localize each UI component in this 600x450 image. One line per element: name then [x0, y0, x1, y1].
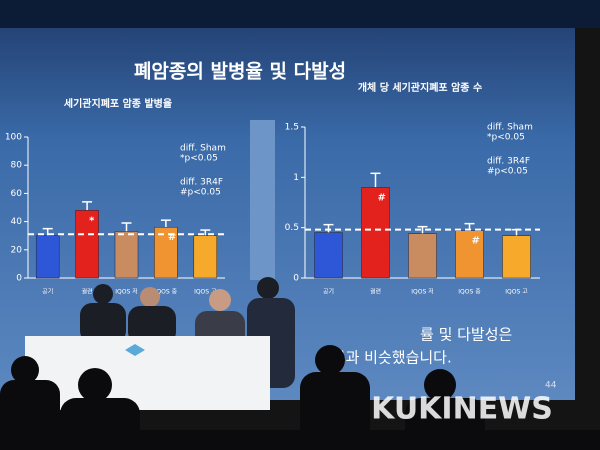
axis-label-box: [250, 120, 275, 280]
watermark: KUKINEWS: [371, 392, 553, 427]
bar: [502, 235, 531, 279]
annotation: diff. 3R4F: [487, 157, 530, 167]
bar: [314, 232, 343, 279]
table: [25, 336, 270, 410]
significance-marker: #: [168, 232, 176, 243]
chart-title: 개체 당 세기관지폐포 암종 수: [358, 81, 482, 94]
page-number: 44: [545, 381, 557, 391]
annotation: diff. 3R4F: [180, 178, 223, 188]
bar: [154, 226, 178, 279]
caption: 그룹과 비슷했습니다.: [318, 349, 452, 367]
x-tick-label: 공기: [323, 288, 334, 296]
slide-title: 폐암종의 발병율 및 다발성: [134, 61, 346, 83]
annotation: #p<0.05: [180, 188, 221, 198]
bar: [361, 187, 390, 279]
x-tick-label: IQOS 중: [155, 289, 178, 296]
annotation: #p<0.05: [487, 167, 528, 177]
screen-top: [0, 0, 600, 28]
x-tick-label: IQOS 저: [115, 288, 137, 296]
caption: 률 및 다발성은: [420, 326, 512, 344]
y-tick-label: 20: [11, 245, 23, 255]
annotation: diff. Sham: [180, 144, 226, 154]
significance-marker: *: [89, 215, 95, 226]
annotation: *p<0.05: [487, 133, 525, 143]
x-tick-label: 공기: [42, 288, 53, 296]
x-tick-label: IQOS 고: [194, 289, 217, 296]
y-tick-label: 80: [11, 161, 23, 171]
bar: [193, 235, 218, 279]
audience: [0, 345, 600, 450]
bar: [455, 230, 484, 279]
bar: [75, 210, 99, 279]
x-tick-label: IQOS 저: [411, 288, 433, 296]
annotation: *p<0.05: [180, 154, 218, 164]
y-tick-label: 0.5: [285, 223, 299, 233]
annotation: diff. Sham: [487, 123, 533, 133]
significance-marker: #: [472, 236, 480, 247]
x-tick-label: IQOS 중: [458, 289, 481, 296]
bar: [114, 231, 139, 279]
y-tick-label: 1.5: [285, 123, 299, 133]
chart-title: 세기관지폐포 암종 발병율: [64, 97, 172, 110]
x-tick-label: 궐련: [82, 288, 93, 296]
y-tick-label: 0: [16, 274, 22, 284]
x-tick-label: 궐련: [370, 288, 381, 296]
significance-marker: #: [378, 192, 386, 203]
logo: [125, 344, 145, 356]
y-tick-label: 0: [293, 274, 299, 284]
y-tick-label: 40: [11, 217, 23, 227]
y-tick-label: 1: [293, 173, 299, 183]
bar: [35, 235, 60, 279]
x-tick-label: IQOS 고: [505, 289, 528, 296]
y-tick-label: 100: [5, 133, 22, 143]
y-tick-label: 60: [11, 189, 23, 199]
bar: [408, 233, 437, 279]
